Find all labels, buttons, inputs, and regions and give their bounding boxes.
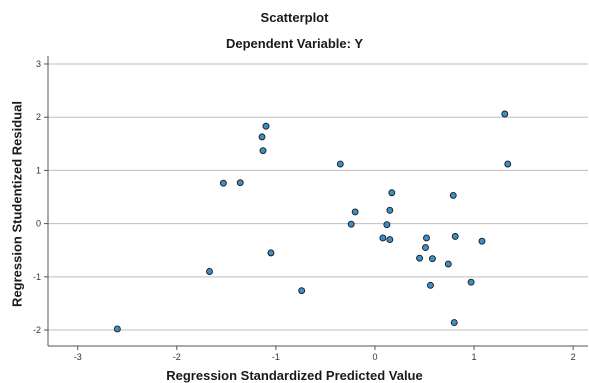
data-point xyxy=(379,234,387,242)
y-tick-label: -2 xyxy=(33,325,41,335)
data-point xyxy=(504,160,512,168)
data-point xyxy=(428,255,436,263)
data-point xyxy=(478,237,486,245)
data-point xyxy=(267,249,275,257)
data-point xyxy=(501,110,509,118)
y-tick-label: 0 xyxy=(36,219,41,229)
data-point xyxy=(451,232,459,240)
x-tick-label: 1 xyxy=(472,352,477,362)
data-point xyxy=(219,179,227,187)
data-point xyxy=(449,191,457,199)
x-tick-label: 0 xyxy=(372,352,377,362)
data-point xyxy=(336,160,344,168)
data-point xyxy=(467,278,475,286)
y-tick-label: -1 xyxy=(33,272,41,282)
data-point xyxy=(383,221,391,229)
data-point xyxy=(347,220,355,228)
data-point xyxy=(236,179,244,187)
data-point xyxy=(423,234,430,242)
y-tick-label: 1 xyxy=(36,165,41,175)
data-point xyxy=(427,281,434,289)
data-point xyxy=(416,254,424,262)
data-point xyxy=(258,133,266,141)
data-point xyxy=(206,268,213,275)
data-point xyxy=(388,189,396,197)
x-tick-label: -2 xyxy=(173,352,181,362)
data-point xyxy=(386,236,394,244)
data-point xyxy=(386,206,394,214)
x-tick-label: -3 xyxy=(74,352,82,362)
data-point xyxy=(259,147,267,155)
x-axis-label: Regression Standardized Predicted Value xyxy=(166,368,423,383)
data-point xyxy=(351,208,359,216)
chart-title: Scatterplot xyxy=(260,10,329,25)
data-point xyxy=(422,244,429,252)
y-tick-label: 3 xyxy=(36,59,41,69)
y-tick-label: 2 xyxy=(36,112,41,122)
x-tick-label: 2 xyxy=(571,352,576,362)
data-point xyxy=(450,319,458,327)
chart-subtitle: Dependent Variable: Y xyxy=(225,36,364,51)
x-tick-label: -1 xyxy=(272,352,280,362)
data-point xyxy=(444,260,452,268)
data-point xyxy=(262,122,270,130)
data-point xyxy=(113,325,121,333)
data-point xyxy=(298,287,306,295)
